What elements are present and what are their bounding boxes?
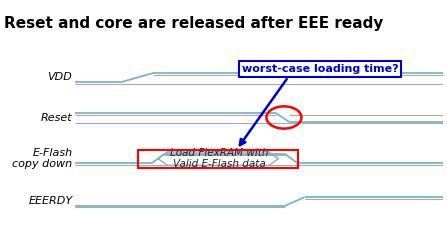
- Text: worst-case loading time?: worst-case loading time?: [241, 64, 398, 74]
- Text: Reset and core are released after EEE ready: Reset and core are released after EEE re…: [4, 16, 384, 31]
- Text: VDD: VDD: [47, 72, 72, 82]
- Text: Load FlexRAM with
Valid E-Flash data: Load FlexRAM with Valid E-Flash data: [170, 148, 268, 170]
- Text: EEERDY: EEERDY: [28, 196, 72, 207]
- Text: Reset: Reset: [41, 113, 72, 123]
- Text: E-Flash
copy down: E-Flash copy down: [12, 148, 72, 169]
